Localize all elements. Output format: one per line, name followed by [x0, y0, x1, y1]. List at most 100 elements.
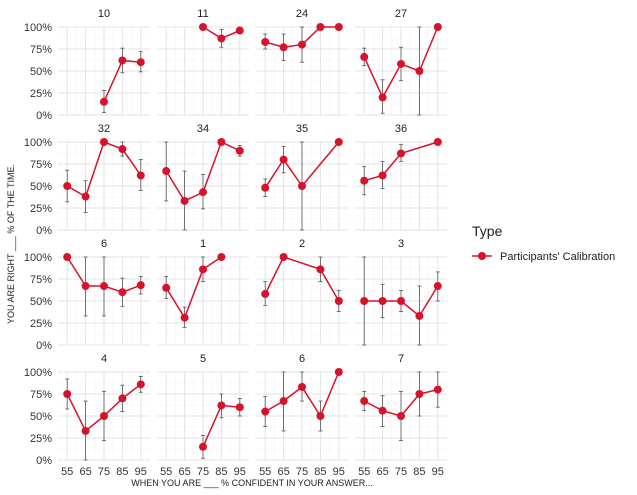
data-point	[334, 368, 343, 376]
data-point	[279, 43, 288, 52]
facet-panel: 7 55 65 75 85 95	[355, 353, 447, 478]
panel-title: 11	[197, 8, 208, 20]
panel-title: 32	[98, 123, 110, 135]
y-tick-label: 0%	[36, 455, 52, 467]
data-point	[199, 265, 207, 274]
data-point	[397, 59, 405, 68]
facet-panel: 100%25%50%75%100%	[24, 8, 150, 122]
legend: Type Participants' Calibration	[472, 223, 615, 263]
data-point	[360, 297, 369, 305]
facet-panel: 2	[256, 238, 348, 346]
data-point	[63, 253, 72, 261]
data-point	[118, 145, 127, 154]
panel-title: 35	[296, 123, 308, 135]
x-tick-label: 65	[79, 466, 91, 478]
facet-panel: 3	[355, 238, 447, 346]
y-tick-label: 75%	[30, 44, 52, 56]
data-point	[118, 56, 127, 65]
facet-panel: 1	[157, 238, 249, 346]
data-point	[298, 182, 306, 190]
x-tick-label: 65	[376, 466, 388, 478]
data-point	[279, 397, 288, 406]
x-tick-label: 75	[197, 466, 209, 478]
data-point	[100, 138, 108, 146]
series-line	[363, 141, 439, 182]
data-point	[433, 282, 442, 291]
data-point	[118, 394, 127, 403]
y-tick-label: 100%	[24, 252, 52, 264]
y-tick-label: 75%	[30, 274, 52, 286]
panel-title: 6	[101, 238, 107, 250]
x-axis-label: WHEN YOU ARE ___ % CONFIDENT IN YOUR ANS…	[131, 478, 373, 488]
panel-title: 2	[299, 238, 305, 250]
y-tick-label: 0%	[36, 110, 52, 122]
y-tick-label: 50%	[30, 66, 52, 78]
data-point	[81, 426, 90, 435]
facet-panels: 100%25%50%75%100%11 24 27320%25%50%75%100%…	[24, 8, 447, 478]
data-point	[180, 196, 189, 205]
x-tick-label: 95	[432, 466, 444, 478]
y-tick-label: 25%	[30, 203, 52, 215]
y-tick-label: 50%	[30, 296, 52, 308]
data-point	[261, 289, 270, 298]
panel-title: 34	[197, 123, 209, 135]
legend-title: Type	[472, 223, 503, 239]
x-tick-label: 55	[358, 466, 370, 478]
y-tick-label: 50%	[30, 181, 52, 193]
facet-panel: 4 0% 25% 50% 75% 100% 55 65 75 85 95	[24, 353, 150, 478]
data-point	[334, 297, 343, 305]
x-tick-label: 55	[259, 466, 271, 478]
x-tick-label: 95	[333, 466, 345, 478]
y-tick-label: 25%	[30, 433, 52, 445]
x-tick-label: 55	[61, 466, 73, 478]
data-point	[217, 138, 226, 146]
panel-title: 10	[98, 8, 110, 20]
x-tick-label: 85	[116, 466, 128, 478]
data-point	[378, 171, 387, 180]
data-point	[298, 40, 306, 49]
y-tick-label: 75%	[30, 389, 52, 401]
facet-panel: 6 0% 25% 50% 75% 100%	[24, 238, 150, 352]
data-point	[217, 401, 226, 410]
data-point	[100, 97, 108, 106]
data-point	[334, 138, 343, 146]
facet-panel: 24	[256, 8, 348, 116]
x-tick-label: 95	[135, 466, 147, 478]
data-point	[199, 188, 207, 197]
panel-title: 7	[398, 353, 404, 365]
data-point	[279, 155, 288, 164]
data-point	[136, 281, 145, 290]
data-point	[397, 149, 405, 158]
data-point	[217, 34, 226, 43]
data-point	[100, 412, 108, 420]
data-point	[397, 297, 405, 305]
x-tick-label: 55	[160, 466, 172, 478]
data-point	[415, 390, 424, 398]
data-point	[136, 58, 145, 67]
data-point	[63, 390, 72, 398]
data-point	[360, 397, 369, 406]
data-point	[433, 23, 442, 31]
y-tick-label: 0%	[36, 340, 52, 352]
panel-title: 3	[398, 238, 404, 250]
data-point	[180, 313, 189, 322]
data-point	[63, 182, 72, 190]
y-tick-label: 50%	[30, 411, 52, 423]
data-point	[261, 183, 270, 192]
facet-panel: 35	[256, 123, 348, 231]
data-point	[316, 412, 325, 420]
data-point	[235, 146, 244, 155]
panel-title: 6	[299, 353, 305, 365]
x-tick-label: 75	[395, 466, 407, 478]
panel-title: 5	[200, 353, 206, 365]
series-line	[264, 141, 340, 189]
data-point	[279, 253, 288, 261]
facet-panel: 34	[157, 123, 249, 231]
x-tick-label: 95	[234, 466, 246, 478]
data-point	[136, 171, 145, 180]
data-point	[415, 67, 424, 75]
panel-title: 4	[101, 353, 107, 365]
data-point	[162, 283, 171, 292]
facet-panel: 6 55 65 75 85 95	[256, 353, 348, 478]
